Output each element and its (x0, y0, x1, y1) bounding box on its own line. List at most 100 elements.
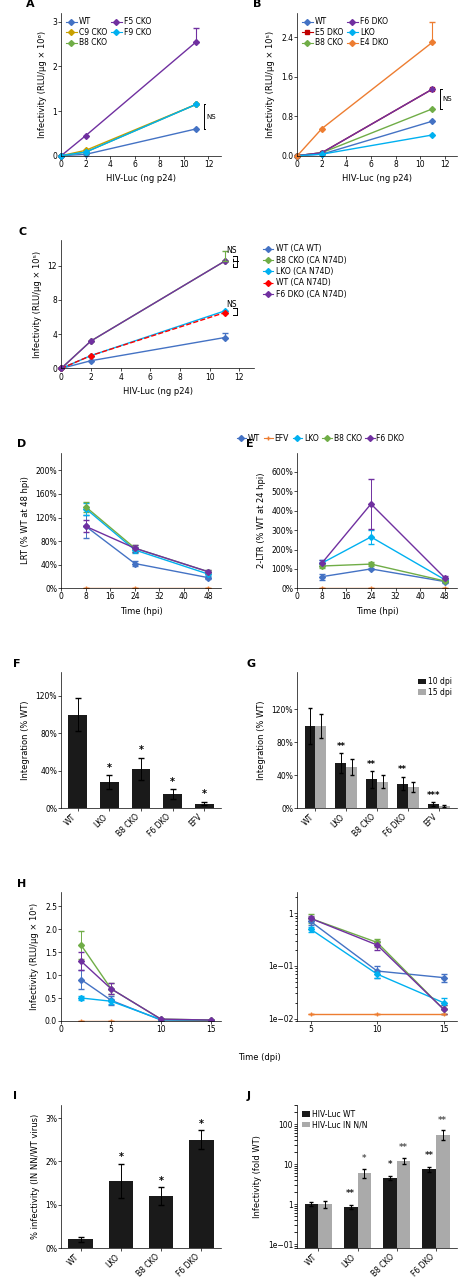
Text: C: C (19, 227, 27, 237)
E4 DKO (430, 35, 435, 50)
Line: E4 DKO: E4 DKO (295, 40, 434, 157)
B8 CKO (194, 97, 199, 113)
C9 CKO (194, 97, 199, 113)
Bar (131, 769, 150, 808)
Line: F5 CKO: F5 CKO (59, 40, 198, 157)
Text: *: * (170, 777, 175, 787)
Text: *: * (199, 1119, 204, 1129)
Y-axis label: 2-LTR (% WT at 24 hpi): 2-LTR (% WT at 24 hpi) (257, 472, 266, 568)
Y-axis label: Infectivity (RLU/μg × 10⁵): Infectivity (RLU/μg × 10⁵) (31, 904, 40, 1010)
X-axis label: Time (hpi): Time (hpi) (120, 607, 162, 616)
Text: E: E (246, 439, 254, 449)
B8 CKO (319, 145, 325, 160)
Bar (366, 780, 377, 808)
X-axis label: Time (hpi): Time (hpi) (356, 607, 398, 616)
Y-axis label: Integration (% WT): Integration (% WT) (21, 700, 30, 780)
Bar (383, 1178, 397, 1280)
Text: Time (dpi): Time (dpi) (238, 1053, 280, 1062)
WT (194, 122, 199, 137)
C9 CKO (58, 148, 64, 164)
Text: I: I (13, 1092, 17, 1101)
WT (CA N74D) (222, 305, 227, 320)
WT (CA N74D) (88, 348, 94, 364)
E4 DKO (319, 120, 325, 136)
Text: *: * (362, 1155, 366, 1164)
Legend: HIV-Luc WT, HIV-Luc IN N/N: HIV-Luc WT, HIV-Luc IN N/N (301, 1108, 368, 1130)
Text: **: ** (346, 1189, 355, 1198)
Bar (305, 726, 316, 808)
B8 CKO (CA N74D) (88, 333, 94, 348)
Bar (357, 1172, 371, 1280)
Line: LKO: LKO (295, 133, 434, 157)
Y-axis label: Infectivity (fold WT): Infectivity (fold WT) (253, 1135, 262, 1219)
F6 DKO (430, 82, 435, 97)
Bar (377, 782, 388, 808)
F5 CKO (194, 35, 199, 50)
F6 DKO (CA N74D) (58, 361, 64, 376)
F9 CKO (83, 145, 89, 160)
B8 CKO (CA N74D) (58, 361, 64, 376)
LKO (CA N74D) (88, 348, 94, 364)
WT (319, 146, 325, 161)
B8 CKO (430, 101, 435, 116)
Line: B8 CKO (CA N74D): B8 CKO (CA N74D) (59, 259, 227, 370)
Bar (439, 805, 450, 808)
E4 DKO (294, 148, 300, 164)
Y-axis label: Integration (% WT): Integration (% WT) (257, 700, 266, 780)
Y-axis label: Infectivity (RLU/μg × 10⁵): Infectivity (RLU/μg × 10⁵) (33, 251, 42, 357)
Line: F6 DKO (CA N74D): F6 DKO (CA N74D) (59, 259, 227, 370)
WT (83, 147, 89, 163)
Line: C9 CKO: C9 CKO (59, 102, 198, 157)
Bar (109, 1181, 133, 1248)
LKO (294, 148, 300, 164)
Line: B8 CKO: B8 CKO (59, 102, 198, 157)
Bar (68, 714, 88, 808)
Text: A: A (26, 0, 35, 9)
Bar (346, 767, 357, 808)
Y-axis label: LRT (% WT at 48 hpi): LRT (% WT at 48 hpi) (21, 476, 30, 564)
E5 DKO (430, 82, 435, 97)
Text: **: ** (367, 760, 376, 769)
WT (CA N74D) (58, 361, 64, 376)
Text: **: ** (398, 765, 407, 774)
Legend: WT, C9 CKO, B8 CKO, F5 CKO, F9 CKO: WT, C9 CKO, B8 CKO, F5 CKO, F9 CKO (65, 17, 152, 49)
Line: F9 CKO: F9 CKO (59, 102, 198, 157)
Bar (408, 787, 419, 808)
Text: NS: NS (442, 96, 452, 102)
Line: WT: WT (59, 127, 198, 157)
F6 DKO (CA N74D) (88, 333, 94, 348)
Bar (422, 1169, 436, 1280)
LKO (430, 127, 435, 142)
Legend: 10 dpi, 15 dpi: 10 dpi, 15 dpi (418, 676, 453, 698)
Line: B8 CKO: B8 CKO (295, 106, 434, 157)
Bar (318, 1204, 332, 1280)
Text: **: ** (438, 1116, 447, 1125)
WT (CA WT) (88, 353, 94, 369)
F5 CKO (83, 128, 89, 143)
Bar (305, 1204, 318, 1280)
Text: F: F (13, 659, 21, 669)
F5 CKO (58, 148, 64, 164)
Text: NS: NS (206, 114, 216, 119)
Bar (335, 763, 346, 808)
Legend: WT, E5 DKO, B8 CKO, F6 DKO, LKO, E4 DKO: WT, E5 DKO, B8 CKO, F6 DKO, LKO, E4 DKO (301, 17, 389, 49)
F6 DKO (294, 148, 300, 164)
Line: F6 DKO: F6 DKO (295, 87, 434, 157)
X-axis label: HIV-Luc (ng p24): HIV-Luc (ng p24) (342, 174, 412, 183)
X-axis label: HIV-Luc (ng p24): HIV-Luc (ng p24) (123, 387, 193, 396)
LKO (CA N74D) (58, 361, 64, 376)
Legend: WT (CA WT), B8 CKO (CA N74D), LKO (CA N74D), WT (CA N74D), F6 DKO (CA N74D): WT (CA WT), B8 CKO (CA N74D), LKO (CA N7… (262, 243, 347, 300)
Text: *: * (202, 788, 207, 799)
Legend: WT, EFV, LKO, B8 CKO, F6 DKO: WT, EFV, LKO, B8 CKO, F6 DKO (236, 433, 405, 443)
Bar (100, 782, 119, 808)
B8 CKO (CA N74D) (222, 253, 227, 269)
Text: *: * (159, 1175, 163, 1185)
B8 CKO (83, 145, 89, 160)
Line: WT (CA N74D): WT (CA N74D) (59, 311, 227, 370)
X-axis label: HIV-Luc (ng p24): HIV-Luc (ng p24) (106, 174, 176, 183)
Bar (189, 1139, 213, 1248)
Bar (397, 1161, 410, 1280)
WT (430, 114, 435, 129)
Bar (68, 1239, 93, 1248)
Line: WT (CA WT): WT (CA WT) (59, 335, 227, 370)
